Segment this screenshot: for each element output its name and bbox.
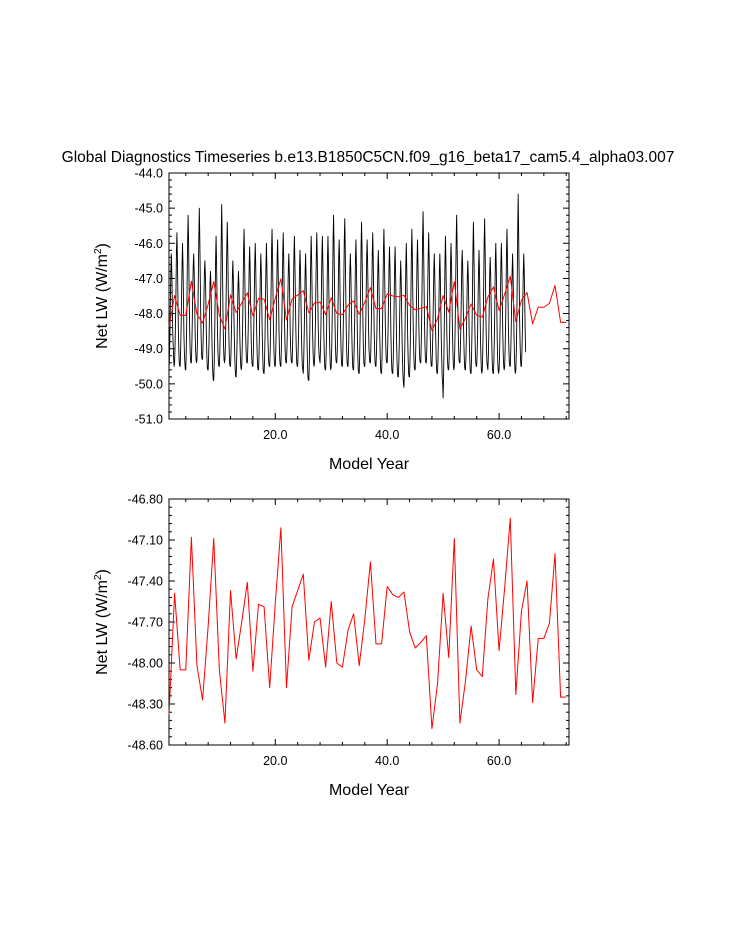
x-tick-label: 60.0: [487, 754, 511, 768]
x-tick-label: 20.0: [263, 754, 287, 768]
y-tick-label: -51.0: [135, 413, 164, 427]
y-tick-label: -47.10: [128, 534, 163, 548]
y-tick-label: -48.60: [128, 739, 163, 753]
annual-series-line: [168, 275, 567, 331]
y-tick-label: -44.0: [135, 167, 164, 181]
y-tick-label: -48.0: [135, 307, 164, 321]
annual-series-line: [168, 517, 567, 730]
y-tick-label: -46.80: [128, 493, 163, 507]
x-axis-label: Model Year: [329, 456, 410, 473]
y-axis-label: Net LW (W/m2): [93, 243, 111, 349]
x-tick-label: 60.0: [487, 428, 511, 442]
y-tick-label: -47.40: [128, 575, 163, 589]
y-axis-label: Net LW (W/m2): [93, 569, 111, 675]
x-tick-label: 40.0: [375, 754, 399, 768]
plot-frame: [168, 172, 570, 420]
bottom-panel: -46.80 -47.10 -47.40 -47.70 -48.00 -48.30 -48.…: [93, 493, 570, 799]
y-tick-label: -50.0: [135, 377, 164, 391]
y-tick-label: -46.0: [135, 237, 164, 251]
y-tick-label: -48.30: [128, 698, 163, 712]
top-panel: -44.0 -45.0 -46.0 -47.0 -48.0 -49.0 -50.0 -51.0…: [93, 167, 570, 473]
y-tick-label: -47.70: [128, 616, 163, 630]
y-tick-label: -48.00: [128, 657, 163, 671]
x-axis-label: Model Year: [329, 782, 410, 799]
y-tick-label: -47.0: [135, 272, 164, 286]
monthly-series-line: [168, 193, 527, 399]
y-tick-label: -49.0: [135, 342, 164, 356]
x-tick-label: 40.0: [375, 428, 399, 442]
y-tick-label: -45.0: [135, 202, 164, 216]
x-tick-label: 20.0: [263, 428, 287, 442]
figure-title: Global Diagnostics Timeseries b.e13.B185…: [62, 149, 675, 166]
